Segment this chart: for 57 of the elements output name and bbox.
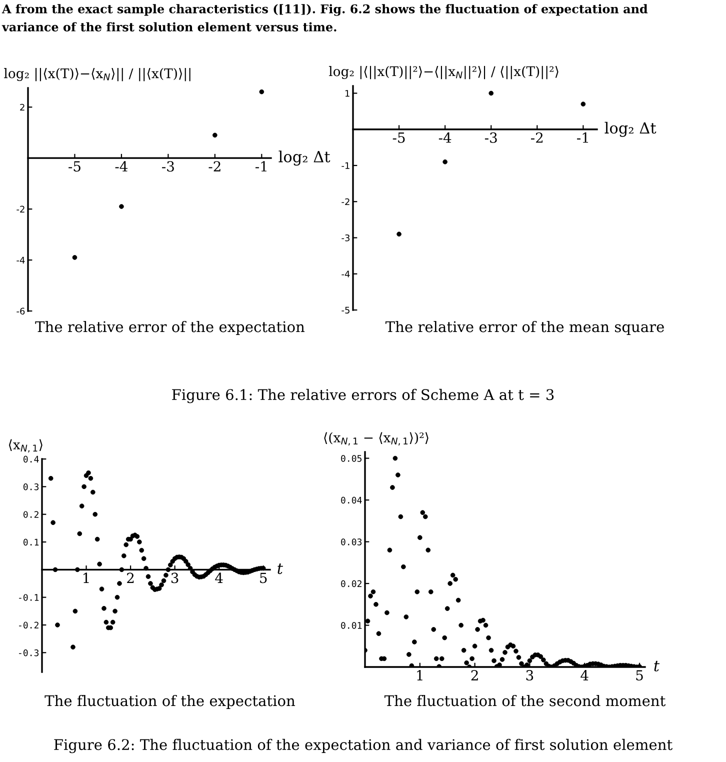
y-axis-title: log₂ |⟨||x(T)||²⟩−⟨||x$_{N}$||²⟩| / ⟨||x(T)||²⟩ <box>328 66 558 80</box>
x-axis-title: log₂ Δt <box>278 150 330 166</box>
x-tick-label: 5 <box>260 572 267 584</box>
x-tick-label: -1 <box>256 161 266 172</box>
y-axis-title: ⟨x$_{N,1}$⟩ <box>8 439 42 453</box>
x-tick-label: -4 <box>438 132 452 143</box>
x-tick-label: 1 <box>84 572 89 583</box>
y-tick-label: 0.04 <box>341 496 362 504</box>
y-tick-label: 0.1 <box>24 538 39 546</box>
x-axis-title: t <box>278 563 283 574</box>
y-tick-label: 0.05 <box>341 455 362 462</box>
text: A from the exact sample characteristics ([11]). Fig. 6.2 shows the fluctuation of expectation and <box>2 4 648 16</box>
y-tick-label: -0.2 <box>19 622 38 629</box>
y-tick-label: -4 <box>16 256 25 264</box>
text: The relative error of the expectation <box>35 320 305 336</box>
x-axis-title: log₂ Δt <box>604 122 656 137</box>
y-tick-label: -5 <box>342 306 350 314</box>
caption: Figure 6.2: The fluctuation of the expectation and variance of first solution element <box>54 738 673 754</box>
x-tick-label: 2 <box>471 670 478 680</box>
y-tick-label: 0.2 <box>24 511 38 518</box>
x-tick-label: -1 <box>577 132 588 143</box>
text: The fluctuation of the second moment <box>384 694 666 706</box>
y-axis-title: log₂ ||⟨x(T)⟩−⟨x$_{N}$⟩|| / ||⟨x(T)⟩|| <box>4 68 190 82</box>
x-tick-label: -4 <box>115 161 128 172</box>
x-tick-label: -5 <box>392 132 405 143</box>
text: variance of the first solution element versus time. <box>2 22 336 32</box>
y-tick-label: -2 <box>16 206 24 212</box>
y-tick-label: 0.01 <box>341 622 362 629</box>
y-tick-label: -4 <box>342 270 350 278</box>
x-tick-label: 5 <box>636 670 643 681</box>
y-tick-label: 2 <box>20 104 24 111</box>
x-axis-title: t <box>654 660 660 672</box>
y-tick-label: 0.03 <box>341 538 362 546</box>
y-tick-label: 0.3 <box>24 483 39 490</box>
y-tick-label: 0.02 <box>341 580 362 588</box>
x-tick-label: -3 <box>484 132 497 143</box>
x-tick-label: 3 <box>171 572 178 584</box>
x-tick-label: 1 <box>417 670 422 680</box>
text: The relative error of the mean square <box>385 320 664 336</box>
x-tick-label: -5 <box>68 161 80 172</box>
caption: Figure 6.1: The relative errors of Scheme A at t = 3 <box>172 388 554 404</box>
x-tick-label: 4 <box>215 572 223 583</box>
x-tick-label: -2 <box>530 132 543 143</box>
y-tick-label: -3 <box>342 234 350 242</box>
y-tick-label: -6 <box>16 308 25 315</box>
x-tick-label: 2 <box>127 572 134 583</box>
y-axis-title: ⟨(x$_{N,1}$ − ⟨x$_{N,1}$⟩)²⟩ <box>324 432 428 446</box>
y-tick-label: -2 <box>342 198 350 206</box>
text: The fluctuation of the expectation <box>44 694 296 710</box>
x-tick-label: 3 <box>526 670 534 681</box>
x-tick-label: -2 <box>208 161 220 172</box>
x-tick-label: -3 <box>162 161 174 172</box>
y-tick-label: -0.3 <box>19 649 39 656</box>
y-tick-label: -0.1 <box>19 594 39 601</box>
y-tick-label: 1 <box>345 90 350 97</box>
y-tick-label: 0.4 <box>24 456 39 463</box>
x-tick-label: 4 <box>580 670 588 680</box>
